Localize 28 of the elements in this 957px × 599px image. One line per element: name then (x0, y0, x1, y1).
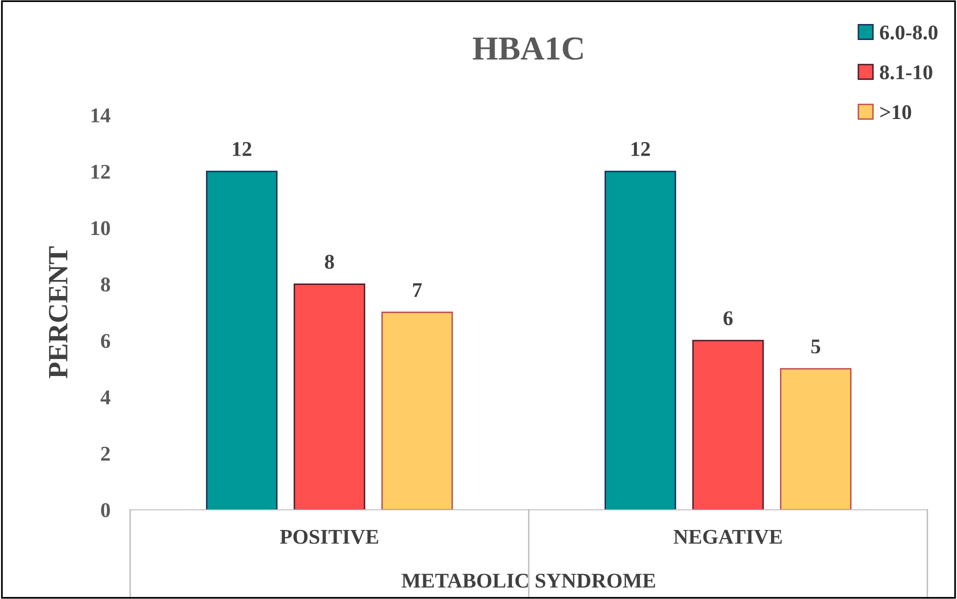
x-axis-title: METABOLIC SYNDROME (402, 574, 656, 588)
data-label: 5 (811, 340, 820, 354)
y-tick-label: 14 (92, 108, 110, 122)
data-label: 7 (413, 283, 422, 297)
y-axis-title: PERCENT (48, 246, 68, 378)
y-tick-label: 4 (100, 390, 110, 404)
y-tick-label: 0 (101, 503, 110, 518)
y-tick-label: 10 (92, 221, 110, 236)
data-label: 12 (233, 142, 252, 156)
legend-label: 6.0-8.0 (880, 25, 938, 40)
x-tick-label: POSITIVE (280, 530, 378, 544)
x-tick-label: NEGATIVE (674, 530, 782, 544)
data-label: 6 (724, 311, 733, 326)
data-label: 12 (632, 142, 650, 156)
y-tick-label: 8 (100, 278, 110, 292)
y-tick-label: 12 (92, 164, 110, 179)
bar (692, 340, 764, 510)
bar (780, 368, 852, 510)
chart-title: HBA1C (472, 37, 583, 60)
data-label: 8 (324, 254, 334, 269)
bar (381, 312, 453, 510)
bar (206, 170, 278, 510)
legend-label: 8.1-10 (880, 65, 932, 80)
legend-label: >10 (880, 105, 912, 120)
bar (604, 170, 676, 510)
bar (294, 283, 366, 510)
y-tick-label: 6 (101, 334, 110, 348)
y-tick-label: 2 (101, 446, 110, 461)
